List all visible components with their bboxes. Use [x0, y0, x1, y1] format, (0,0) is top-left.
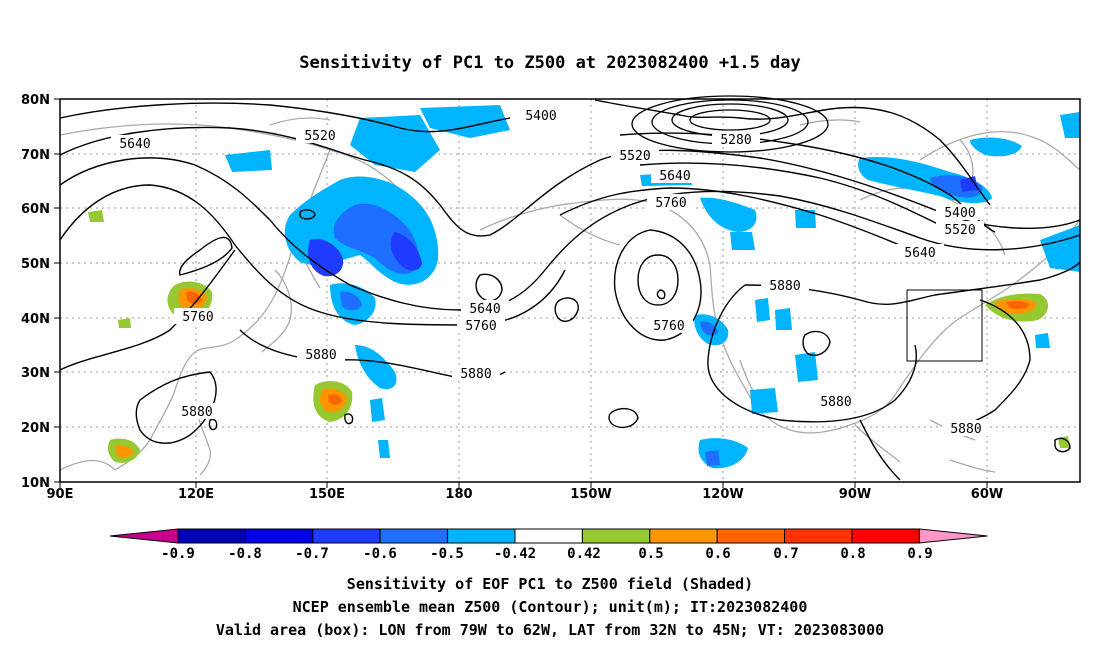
svg-text:5760: 5760	[182, 310, 213, 325]
tick-marks	[54, 98, 988, 488]
colorbar-cell	[851, 528, 920, 544]
contour-label: 5520	[936, 221, 984, 238]
contour-label: 5640	[461, 300, 509, 317]
lon-tick-label: 120W	[702, 487, 743, 502]
colorbar-cell	[447, 528, 516, 544]
colorbar-cell	[581, 528, 651, 544]
lon-tick-label: 120E	[178, 487, 214, 502]
contour-label: 5760	[174, 308, 222, 325]
lon-tick-label: 90E	[47, 487, 74, 502]
colorbar-label: 0.7	[773, 546, 798, 562]
z500-contours	[59, 99, 1081, 481]
lon-tick-label: 180	[445, 487, 472, 502]
colorbar-label: 0.5	[638, 546, 663, 562]
svg-text:5760: 5760	[653, 319, 684, 334]
svg-text:5400: 5400	[525, 109, 556, 124]
svg-text:5280: 5280	[720, 133, 751, 148]
svg-text:5520: 5520	[304, 129, 335, 144]
caption-line-3: Valid area (box): LON from 79W to 62W, L…	[215, 621, 885, 639]
colorbar-label: -0.7	[295, 546, 329, 562]
lat-tick-label: 20N	[21, 421, 50, 436]
colorbar-arrow-left	[109, 528, 179, 544]
colorbar-cell	[716, 528, 786, 544]
map-panel: 5400 5520 5640 5280 5520 5640 5760 5400 …	[21, 93, 1081, 502]
contour-label: 5880	[812, 393, 860, 410]
colorbar-cell	[784, 528, 853, 544]
svg-text:5760: 5760	[655, 196, 686, 211]
colorbar: -0.9 -0.8 -0.7 -0.6 -0.5 -0.42 0.42 0.5 …	[109, 528, 988, 562]
lon-tick-label: 150E	[309, 487, 345, 502]
colorbar-arrow-right	[918, 528, 988, 544]
contour-label: 5640	[111, 135, 159, 152]
contour-label: 5640	[651, 167, 699, 184]
contour-label: 5760	[647, 194, 695, 211]
svg-text:5640: 5640	[659, 169, 690, 184]
colorbar-label: -0.42	[494, 546, 536, 562]
contour-label: 5880	[173, 403, 221, 420]
lat-tick-label: 80N	[21, 93, 50, 108]
contour-label: 5880	[761, 277, 809, 294]
colorbar-label: 0.9	[907, 546, 932, 562]
contour-label: 5640	[896, 244, 944, 261]
colorbar-label: 0.42	[567, 546, 601, 562]
lon-tick-label: 60W	[971, 487, 1003, 502]
lat-tick-label: 30N	[21, 366, 50, 381]
lat-tick-label: 40N	[21, 312, 50, 327]
colorbar-cells	[109, 528, 988, 544]
colorbar-cell	[514, 528, 583, 544]
colorbar-label: -0.9	[161, 546, 195, 562]
lon-tick-label: 150W	[570, 487, 611, 502]
lat-tick-label: 70N	[21, 148, 50, 163]
svg-text:5520: 5520	[619, 149, 650, 164]
colorbar-label: 0.6	[705, 546, 730, 562]
map-frame	[59, 98, 1081, 483]
contour-label: 5880	[452, 365, 500, 382]
contour-label: 5880	[942, 420, 990, 437]
svg-text:5760: 5760	[465, 319, 496, 334]
valid-area-box	[906, 289, 983, 362]
svg-text:5880: 5880	[950, 422, 981, 437]
colorbar-label: -0.8	[228, 546, 262, 562]
lat-tick-label: 10N	[21, 476, 50, 491]
colorbar-cell	[312, 528, 381, 544]
lon-tick-label: 90W	[839, 487, 871, 502]
colorbar-label: 0.8	[840, 546, 865, 562]
contour-label: 5400	[936, 204, 984, 221]
svg-text:5880: 5880	[769, 279, 800, 294]
contour-label: 5760	[645, 317, 693, 334]
colorbar-cell	[649, 528, 718, 544]
contour-label: 5760	[457, 317, 505, 334]
svg-text:5640: 5640	[469, 302, 500, 317]
svg-text:5880: 5880	[460, 367, 491, 382]
contour-label: 5520	[296, 127, 344, 144]
svg-text:5400: 5400	[944, 206, 975, 221]
svg-text:5880: 5880	[820, 395, 851, 410]
colorbar-cell	[244, 528, 314, 544]
colorbar-cell	[379, 528, 449, 544]
contour-label: 5400	[517, 107, 565, 124]
lat-tick-label: 50N	[21, 257, 50, 272]
colorbar-label: -0.6	[363, 546, 397, 562]
lat-tick-label: 60N	[21, 202, 50, 217]
map-title: Sensitivity of PC1 to Z500 at 2023082400…	[299, 53, 801, 73]
contour-label: 5880	[297, 346, 345, 363]
colorbar-label: -0.5	[430, 546, 464, 562]
svg-text:5880: 5880	[181, 405, 212, 420]
colorbar-cell	[177, 528, 246, 544]
lon-tick-labels: 90E 120E 150E 180 150W 120W 90W 60W	[47, 487, 1004, 502]
svg-text:5640: 5640	[119, 137, 150, 152]
svg-text:5520: 5520	[944, 223, 975, 238]
colorbar-labels: -0.9 -0.8 -0.7 -0.6 -0.5 -0.42 0.42 0.5 …	[161, 546, 933, 562]
contour-labels: 5400 5520 5640 5280 5520 5640 5760 5400 …	[111, 107, 990, 437]
lat-tick-labels: 80N 70N 60N 50N 40N 30N 20N 10N	[21, 93, 50, 491]
caption-line-1: Sensitivity of EOF PC1 to Z500 field (Sh…	[346, 575, 754, 593]
caption-line-2: NCEP ensemble mean Z500 (Contour); unit(…	[292, 598, 808, 616]
contour-label: 5280	[712, 131, 760, 148]
contour-label: 5520	[611, 147, 659, 164]
svg-text:5880: 5880	[305, 348, 336, 363]
svg-text:5640: 5640	[904, 246, 935, 261]
